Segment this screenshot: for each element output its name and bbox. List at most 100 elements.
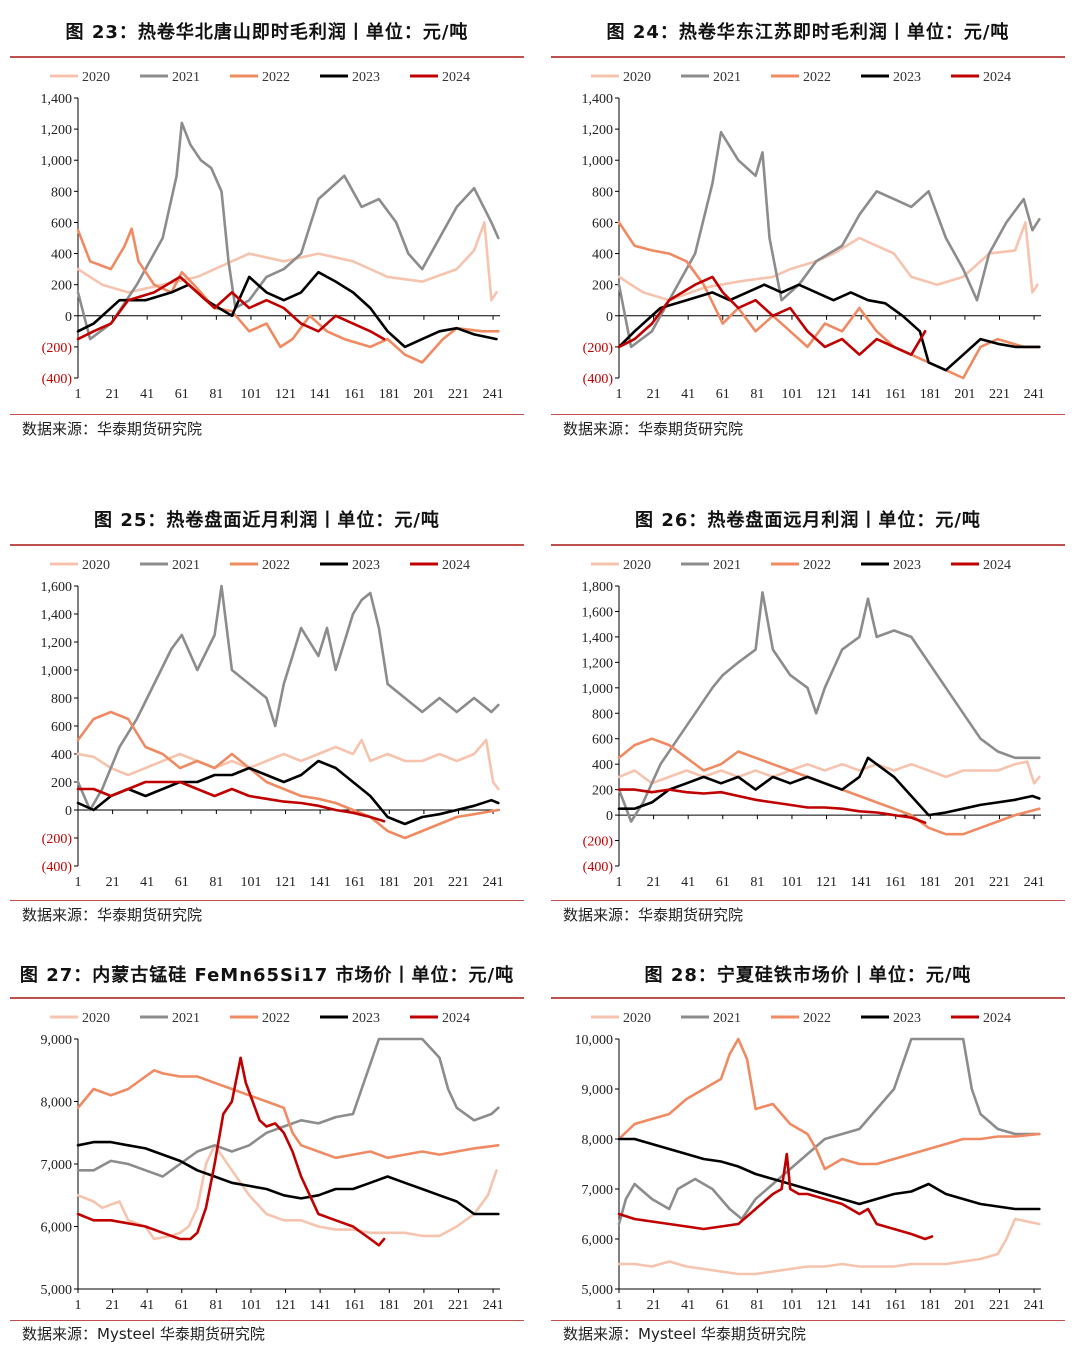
legend-label-2020: 2020 [82,558,110,573]
chart-svg: 2020 2021 2022 2023 2024 (400) (200) 0 200 400 600… [41,558,504,890]
series-line-2021 [617,591,1041,823]
y-tick-label: 1,000 [41,664,73,679]
x-tick-label: 61 [716,875,730,890]
legend-label-2020: 2020 [82,70,110,85]
series-line-2021 [617,1037,1041,1226]
legend-label-2022: 2022 [803,70,831,85]
chart-svg: 2020 2021 2022 2023 2024 5,000 6,000 7,000 8,000… [41,1011,504,1313]
series-line-2022 [617,1037,1041,1171]
y-tick-label: 800 [592,707,613,722]
legend-label-2022: 2022 [803,558,831,573]
y-tick-label: 1,000 [582,682,614,697]
y-tick-label: 1,200 [41,123,73,138]
chart-title: 图 24：热卷华东江苏即时毛利润丨单位：元/吨 [606,22,1010,43]
x-tick-label: 21 [647,1298,661,1313]
legend-label-2020: 2020 [82,1011,110,1026]
x-tick-label: 221 [989,875,1010,890]
y-tick-label: (200) [583,835,614,850]
series-line-2020 [76,221,498,302]
x-tick-label: 221 [448,387,469,402]
chart-svg: 2020 2021 2022 2023 2024 5,000 6,000 7,000 8,000… [575,1011,1045,1313]
x-tick-label: 1 [75,1298,82,1313]
series-line-2020 [76,1144,498,1241]
x-tick-label: 21 [647,875,661,890]
x-tick-label: 221 [448,875,469,890]
y-tick-label: (200) [42,832,73,847]
x-tick-label: 201 [413,387,434,402]
y-tick-label: 0 [65,310,72,325]
legend-label-2023: 2023 [352,558,380,573]
x-tick-label: 181 [379,875,400,890]
x-tick-label: 101 [240,387,261,402]
legend-label-2022: 2022 [803,1011,831,1026]
y-tick-label: 1,000 [41,154,73,169]
legend-label-2021: 2021 [172,70,200,85]
x-tick-label: 101 [781,875,802,890]
chart-title: 图 26：热卷盘面远月利润丨单位：元/吨 [635,510,981,531]
x-tick-label: 1 [616,387,623,402]
y-tick-label: 8,000 [582,1133,614,1148]
x-tick-label: 21 [106,875,120,890]
series-line-2020 [617,221,1039,302]
x-tick-label: 1 [75,387,82,402]
series-line-2023 [617,1137,1041,1211]
chart-panel-fig23: 图 23：热卷华北唐山即时毛利润丨单位：元/吨 2020 2021 2022 2023… [10,12,524,442]
y-tick-label: 0 [606,310,613,325]
series-line-2022 [76,1069,500,1160]
x-tick-label: 81 [750,1298,764,1313]
series-line-2024 [617,1152,934,1241]
x-tick-label: 181 [920,875,941,890]
x-tick-label: 61 [175,1298,189,1313]
legend-label-2020: 2020 [623,558,651,573]
x-tick-label: 181 [379,387,400,402]
legend-label-2021: 2021 [713,70,741,85]
y-tick-label: 10,000 [575,1033,614,1048]
y-tick-label: 1,200 [582,123,614,138]
x-tick-label: 141 [851,387,872,402]
legend-label-2023: 2023 [893,1011,921,1026]
x-tick-label: 41 [140,1298,154,1313]
y-tick-label: 6,000 [41,1221,73,1236]
y-tick-label: 5,000 [41,1283,73,1298]
x-tick-label: 201 [954,387,975,402]
x-tick-label: 241 [483,387,504,402]
x-tick-label: 121 [816,387,837,402]
y-tick-label: (400) [42,372,73,387]
title-underline [551,997,1065,999]
y-tick-label: 800 [51,185,72,200]
chart-title: 图 23：热卷华北唐山即时毛利润丨单位：元/吨 [65,22,469,43]
y-tick-label: 600 [592,216,613,231]
legend-label-2024: 2024 [983,1011,1011,1026]
source-text: 数据来源：华泰期货研究院 [22,420,203,438]
series-line-2023 [76,270,498,349]
x-tick-label: 101 [781,387,802,402]
series-line-2024 [76,275,386,341]
x-tick-label: 161 [344,1298,365,1313]
y-tick-label: 800 [592,185,613,200]
x-tick-label: 61 [175,387,189,402]
series-line-2022 [76,710,500,840]
y-tick-label: 1,600 [41,580,73,595]
series-line-2024 [76,1056,386,1247]
x-tick-label: 41 [140,387,154,402]
chart-panel-fig26: 图 26：热卷盘面远月利润丨单位：元/吨 2020 2021 2022 2023 202… [551,500,1065,930]
chart-title: 图 28：宁夏硅铁市场价丨单位：元/吨 [644,965,972,986]
legend-label-2021: 2021 [172,1011,200,1026]
series-line-2021 [76,584,500,812]
title-underline [10,56,524,58]
x-tick-label: 161 [344,387,365,402]
x-tick-label: 21 [106,1298,120,1313]
x-tick-label: 181 [920,387,941,402]
x-tick-label: 101 [240,875,261,890]
y-tick-label: 1,200 [582,656,614,671]
y-tick-label: (400) [42,860,73,875]
x-tick-label: 81 [209,1298,223,1313]
source-text: 数据来源：Mysteel 华泰期货研究院 [563,1325,806,1343]
x-tick-label: 241 [1024,387,1045,402]
series-line-2021 [76,1037,500,1178]
x-tick-label: 241 [1024,875,1045,890]
series-line-2022 [617,737,1041,836]
y-tick-label: 600 [592,733,613,748]
legend-label-2023: 2023 [893,70,921,85]
x-tick-label: 141 [310,875,331,890]
